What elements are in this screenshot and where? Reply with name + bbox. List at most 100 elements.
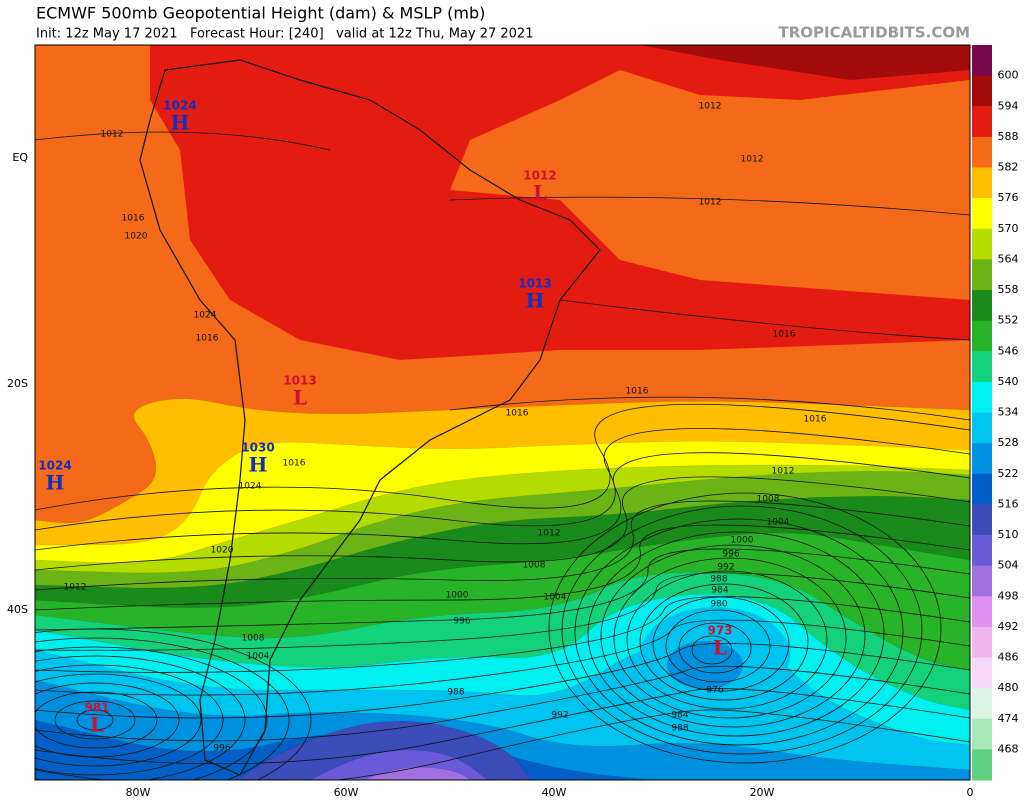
- isobar-label: 1016: [804, 415, 827, 425]
- isobar: [35, 637, 290, 780]
- center-pressure: 1013: [518, 277, 551, 291]
- colorbar-segment: [972, 45, 992, 77]
- center-symbol: H: [526, 289, 545, 313]
- isobar: [35, 691, 158, 749]
- isobar-label: 1016: [626, 387, 649, 397]
- colorbar-segment: [972, 351, 992, 383]
- isobar: [559, 299, 970, 341]
- isobar: [449, 396, 970, 421]
- isobar-label: 1000: [446, 591, 469, 601]
- isobar-label: 984: [671, 711, 688, 721]
- title: ECMWF 500mb Geopotential Height (dam) & …: [36, 4, 485, 23]
- isobar: [35, 476, 970, 571]
- colorbar-segment: [972, 412, 992, 444]
- colorbar-segment: [972, 320, 992, 352]
- colorbar-label: 600: [998, 69, 1019, 82]
- isobar-label: 1016: [506, 409, 529, 419]
- height-contour: [35, 594, 970, 711]
- isobar-label: 1004: [544, 593, 567, 603]
- colorbar-segment: [972, 443, 992, 475]
- isobar-label: 1024: [239, 482, 262, 492]
- isobar: [35, 682, 180, 758]
- isobar: [561, 505, 923, 755]
- isobar-label: 1008: [242, 634, 265, 644]
- x-axis-label: 20W: [750, 786, 775, 799]
- isobar: [574, 518, 904, 746]
- isobar: [35, 688, 970, 765]
- center-pressure: 973: [707, 624, 732, 638]
- center-symbol: L: [90, 713, 104, 737]
- height-contour: [35, 679, 970, 771]
- colorbar-label: 594: [998, 99, 1019, 112]
- isobar-label: 1004: [247, 652, 270, 662]
- colorbar-segment: [972, 688, 992, 720]
- colorbar-label: 522: [998, 467, 1019, 480]
- colorbar-segment: [972, 167, 992, 199]
- height-contour: [35, 398, 970, 524]
- isobar: [35, 403, 970, 511]
- isobar: [35, 524, 970, 611]
- colorbar-segment: [972, 259, 992, 291]
- height-contour: [35, 440, 970, 546]
- isobar: [600, 544, 866, 728]
- colorbar-label: 582: [998, 161, 1019, 174]
- isobar: [35, 642, 970, 719]
- height-contour: [235, 721, 533, 780]
- center-pressure: 1030: [241, 441, 274, 455]
- center-symbol: L: [713, 636, 727, 660]
- colorbar-segment: [972, 198, 992, 230]
- isobar-label: 996: [453, 617, 470, 627]
- colorbar-label: 528: [998, 436, 1019, 449]
- x-axis-label: 40W: [542, 786, 567, 799]
- isobar-label: 1008: [757, 495, 780, 505]
- band: [150, 45, 970, 360]
- isobar: [35, 664, 224, 776]
- colorbar-label: 540: [998, 375, 1019, 388]
- isobar-label: 1012: [538, 529, 561, 539]
- y-axis-label: EQ: [12, 151, 28, 164]
- isobar: [652, 596, 790, 692]
- isobar: [35, 655, 246, 780]
- isobar-label: 976: [706, 686, 723, 696]
- colorbar-segment: [972, 106, 992, 138]
- center-symbol: H: [171, 111, 190, 135]
- isobar: [35, 131, 331, 151]
- center-symbol: L: [533, 181, 547, 205]
- y-axis-label: 20S: [7, 377, 28, 390]
- isobar-label: 988: [710, 575, 727, 585]
- colorbar-label: 570: [998, 222, 1019, 235]
- isobar-label: 1012: [101, 130, 124, 140]
- isobar: [548, 492, 942, 764]
- isobar: [35, 665, 970, 742]
- isobar-label: 980: [710, 600, 727, 610]
- colorbar-segment: [972, 504, 992, 536]
- band: [667, 641, 743, 689]
- isobar-label: 1000: [731, 536, 754, 546]
- colorbar-label: 510: [998, 528, 1019, 541]
- height-contour: [363, 766, 471, 780]
- colorbar-segment: [972, 749, 992, 781]
- colorbar-segment: [972, 290, 992, 322]
- isobar: [35, 572, 970, 651]
- colorbar-segment: [972, 565, 992, 597]
- center-symbol: L: [293, 386, 307, 410]
- isobar-label: 1016: [122, 214, 145, 224]
- isobar-label: 1016: [283, 459, 306, 469]
- watermark: TROPICALTIDBITS.COM: [779, 24, 971, 42]
- band: [640, 45, 970, 80]
- colorbar-label: 576: [998, 191, 1019, 204]
- colorbar-label: 552: [998, 314, 1019, 327]
- height-contour: [35, 464, 970, 564]
- colorbar-label: 486: [998, 651, 1019, 664]
- isobar-label: 992: [717, 563, 734, 573]
- coastline: [139, 59, 601, 776]
- isobar-label: 1012: [741, 155, 764, 165]
- isobar-label: 984: [711, 586, 728, 596]
- isobar: [449, 196, 970, 216]
- isobar-label: 1008: [523, 561, 546, 571]
- isobar-label: 992: [551, 711, 568, 721]
- isobar: [35, 646, 268, 780]
- map-frame: [34, 44, 971, 781]
- isobar-label: 1012: [699, 102, 722, 112]
